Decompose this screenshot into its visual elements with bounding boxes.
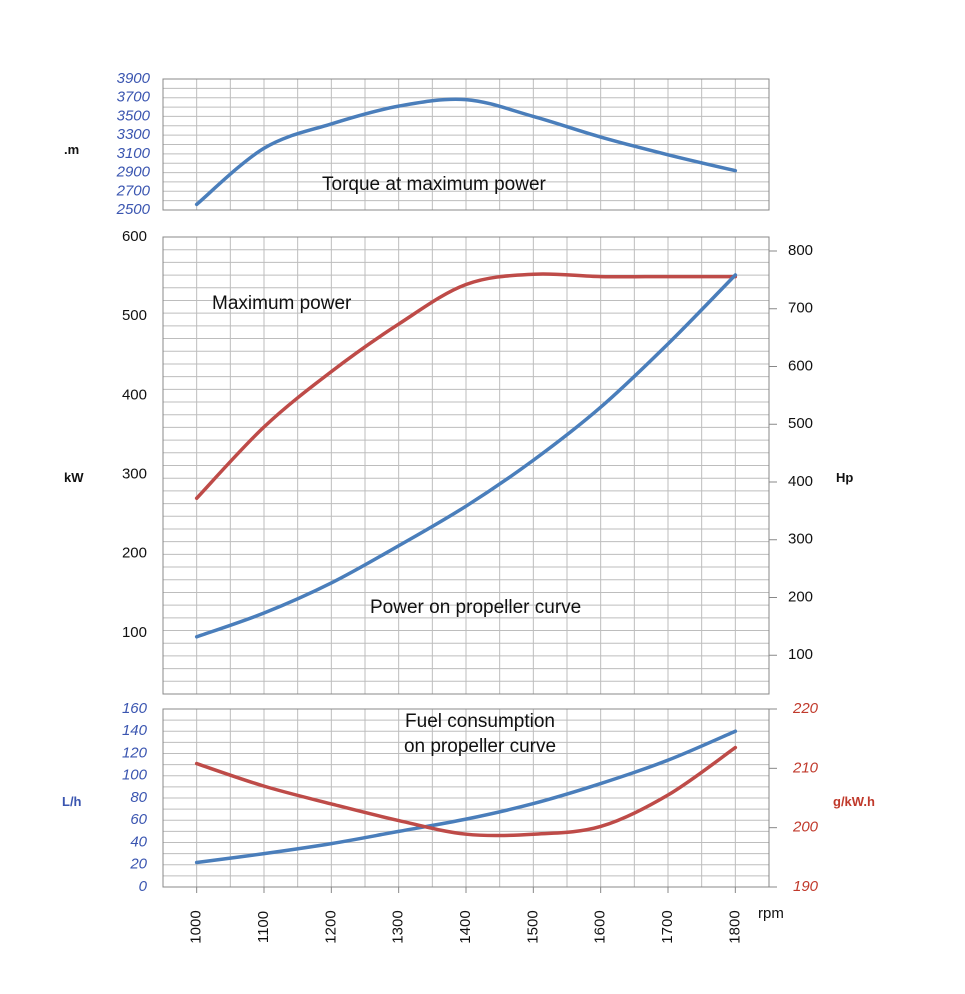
power-panel: 600 500 400 300 200 100 800 700 600 500 400 300 200 1… bbox=[122, 228, 813, 695]
torque-tick-label: 3300 bbox=[117, 126, 151, 143]
fuel-y2-axis-label: g/kW.h bbox=[833, 794, 875, 809]
torque-tick-label: 2900 bbox=[116, 164, 151, 181]
fuel-gkwh-tick-label: 190 bbox=[793, 878, 819, 895]
fuel-lh-tick-label: 120 bbox=[122, 744, 148, 761]
torque-tick-label: 3500 bbox=[117, 107, 151, 124]
torque-series-line bbox=[194, 97, 738, 207]
power-hp-tick-label: 700 bbox=[788, 300, 813, 317]
fuel-series-line bbox=[194, 729, 738, 865]
power-series-line bbox=[194, 273, 738, 639]
power-y2-axis-label: Hp bbox=[836, 470, 853, 485]
fuel-gkwh-tick-label: 220 bbox=[792, 700, 819, 717]
power-y-axis-label: kW bbox=[64, 470, 84, 485]
torque-tick-label: 2700 bbox=[116, 182, 151, 199]
torque-annotation: Torque at maximum power bbox=[322, 174, 547, 195]
torque-tick-label: 3100 bbox=[117, 145, 151, 162]
torque-y-axis-label: .m bbox=[64, 142, 79, 157]
x-axis-label: rpm bbox=[758, 905, 784, 922]
power-hp-tick-label: 600 bbox=[788, 357, 813, 374]
x-tick-label: 1200 bbox=[322, 910, 339, 943]
fuel-gkwh-tick-label: 200 bbox=[792, 819, 819, 836]
fuel-series-line bbox=[194, 745, 738, 838]
propeller-power-annotation: Power on propeller curve bbox=[370, 597, 581, 618]
maximum-power-annotation: Maximum power bbox=[212, 293, 352, 314]
power-hp-tick-label: 100 bbox=[788, 646, 813, 663]
power-kw-tick-label: 500 bbox=[122, 307, 147, 324]
x-tick-label: 1300 bbox=[390, 910, 407, 943]
power-kw-tick-label: 100 bbox=[122, 624, 147, 641]
x-tick-label: 1400 bbox=[457, 910, 474, 943]
fuel-annotation-line-2: on propeller curve bbox=[404, 736, 556, 757]
x-tick-label: 1500 bbox=[524, 910, 541, 943]
torque-tick-label: 2500 bbox=[116, 201, 151, 218]
fuel-lh-tick-label: 80 bbox=[130, 789, 147, 806]
fuel-lh-tick-label: 20 bbox=[129, 856, 147, 873]
fuel-gkwh-tick-label: 210 bbox=[792, 759, 819, 776]
power-kw-tick-label: 600 bbox=[122, 228, 147, 245]
fuel-lh-tick-label: 160 bbox=[122, 700, 148, 717]
x-tick-label: 1700 bbox=[659, 910, 676, 943]
x-tick-label: 1800 bbox=[726, 910, 743, 943]
power-hp-tick-label: 400 bbox=[788, 473, 813, 490]
power-hp-tick-label: 300 bbox=[788, 531, 813, 548]
power-hp-tick-label: 500 bbox=[788, 415, 813, 432]
fuel-lh-tick-label: 140 bbox=[122, 722, 148, 739]
torque-tick-label: 3700 bbox=[117, 89, 151, 106]
x-tick-label: 1100 bbox=[255, 911, 272, 943]
power-hp-tick-label: 800 bbox=[788, 242, 813, 259]
fuel-annotation-line-1: Fuel consumption bbox=[405, 711, 555, 732]
fuel-lh-tick-label: 100 bbox=[122, 767, 148, 784]
fuel-lh-tick-label: 0 bbox=[139, 878, 148, 895]
plot-frame bbox=[162, 236, 770, 695]
power-hp-tick-label: 200 bbox=[788, 588, 813, 605]
plot-frame bbox=[162, 78, 770, 211]
power-kw-tick-label: 200 bbox=[122, 545, 147, 562]
torque-tick-label: 3900 bbox=[117, 70, 151, 87]
power-series-line bbox=[194, 272, 738, 500]
power-kw-tick-label: 300 bbox=[122, 465, 147, 482]
power-kw-tick-label: 400 bbox=[122, 386, 147, 403]
fuel-lh-tick-label: 60 bbox=[130, 811, 147, 828]
x-tick-label: 1000 bbox=[188, 910, 205, 943]
x-tick-label: 1600 bbox=[592, 910, 609, 943]
fuel-lh-tick-label: 40 bbox=[130, 833, 147, 850]
fuel-y-axis-label: L/h bbox=[62, 794, 82, 809]
